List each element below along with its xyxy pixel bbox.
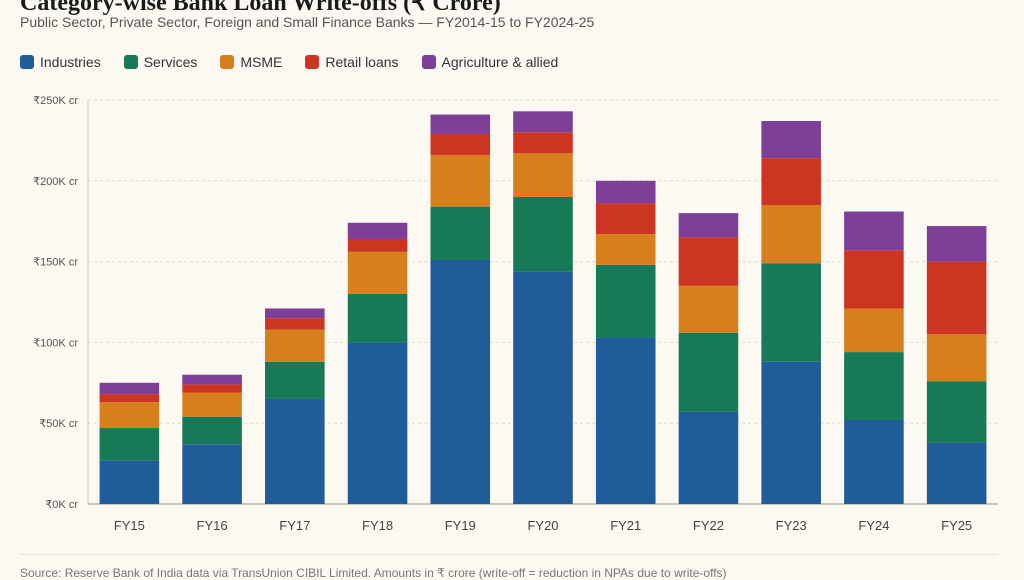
bar-msme-fy23 [761,205,821,264]
bar-msme-fy16 [182,392,242,417]
bar-msme-fy21 [595,234,656,265]
x-tick-label: FY23 [776,518,807,533]
bar-industries-fy15 [99,460,160,504]
bar-agriculture-allied-fy19 [430,114,491,134]
legend-swatch [20,55,34,69]
legend-item-msme: MSME [220,54,282,70]
bar-services-fy24 [844,352,904,420]
legend-label: Industries [40,54,101,70]
bar-agriculture-allied-fy17 [265,308,325,319]
legend-item-agriculture-allied: Agriculture & allied [421,54,559,70]
bar-msme-fy19 [430,154,491,207]
bar-retail-loans-fy19 [430,133,491,155]
bar-services-fy25 [926,381,987,443]
bar-services-fy17 [265,361,325,399]
chart-subtitle: Public Sector, Private Sector, Foreign a… [20,14,595,30]
bar-msme-fy25 [926,334,987,382]
bar-msme-fy22 [678,285,739,333]
bar-services-fy23 [761,263,821,362]
legend-label: Retail loans [325,54,399,70]
bar-agriculture-allied-fy22 [678,213,739,238]
bar-industries-fy25 [926,442,987,504]
bar-agriculture-allied-fy16 [182,374,242,385]
bar-agriculture-allied-fy21 [595,180,656,204]
legend-label: Services [143,54,198,70]
bar-agriculture-allied-fy24 [844,211,904,251]
bar-msme-fy17 [265,329,325,362]
bar-industries-fy20 [513,271,573,504]
x-tick-label: FY16 [197,518,228,533]
x-tick-label: FY15 [114,518,145,533]
bar-services-fy19 [430,206,491,260]
bar-industries-fy19 [430,259,491,504]
x-tick-label: FY25 [941,518,972,533]
x-tick-label: FY24 [858,518,889,533]
bar-industries-fy24 [844,419,904,504]
bar-msme-fy15 [99,402,160,429]
y-tick-label: ₹200K cr [33,176,78,188]
y-tick-label: ₹50K cr [39,418,78,430]
x-tick-label: FY19 [445,518,476,533]
bar-retail-loans-fy18 [347,238,408,252]
legend-swatch [123,55,138,69]
bar-services-fy22 [678,332,739,412]
x-tick-label: FY22 [693,518,724,533]
bar-msme-fy24 [844,308,904,353]
bar-agriculture-allied-fy15 [99,382,160,395]
bar-retail-loans-fy25 [926,261,987,335]
legend-label: Agriculture & allied [441,54,559,70]
bar-industries-fy16 [182,444,242,504]
bar-retail-loans-fy22 [678,237,739,286]
footer-divider [20,554,998,555]
bar-msme-fy18 [347,251,408,294]
bar-retail-loans-fy17 [265,318,325,330]
bar-agriculture-allied-fy18 [347,222,408,239]
legend-label: MSME [240,54,283,70]
bar-agriculture-allied-fy25 [926,226,987,262]
x-tick-label: FY17 [279,518,310,533]
legend-swatch [421,55,436,69]
bar-retail-loans-fy20 [513,132,573,154]
bar-agriculture-allied-fy23 [761,121,821,159]
bar-services-fy20 [513,196,573,272]
chart-title: Category-wise Bank Loan Write-offs (₹ Cr… [20,0,501,16]
legend-item-services: Services [123,54,198,70]
legend-swatch [305,55,320,69]
bar-industries-fy17 [265,398,325,504]
bar-industries-fy18 [347,342,408,504]
bar-msme-fy20 [513,153,573,197]
y-tick-label: ₹100K cr [33,337,78,349]
bar-retail-loans-fy16 [182,384,242,393]
source-note: Source: Reserve Bank of India data via T… [20,566,727,580]
x-tick-label: FY20 [527,518,558,533]
x-tick-label: FY18 [362,518,393,533]
x-tick-label: FY21 [610,518,641,533]
legend-swatch [220,55,235,69]
bar-services-fy16 [182,416,242,445]
bar-retail-loans-fy15 [99,394,160,403]
legend: Industries Services MSME Retail loans Agricu… [20,54,558,70]
legend-item-industries: Industries [20,54,101,70]
bar-industries-fy21 [595,337,656,504]
bar-retail-loans-fy23 [761,158,821,206]
bar-retail-loans-fy21 [595,203,656,235]
bar-agriculture-allied-fy20 [513,111,573,133]
bar-industries-fy23 [761,361,821,504]
bar-services-fy21 [595,264,656,338]
bar-retail-loans-fy24 [844,250,904,309]
bar-industries-fy22 [678,411,739,504]
bar-services-fy18 [347,293,408,343]
bar-services-fy15 [99,428,160,461]
legend-item-retail-loans: Retail loans [305,54,399,70]
y-tick-label: ₹0K cr [45,499,78,511]
y-tick-label: ₹150K cr [33,257,78,269]
y-tick-label: ₹250K cr [33,95,78,107]
